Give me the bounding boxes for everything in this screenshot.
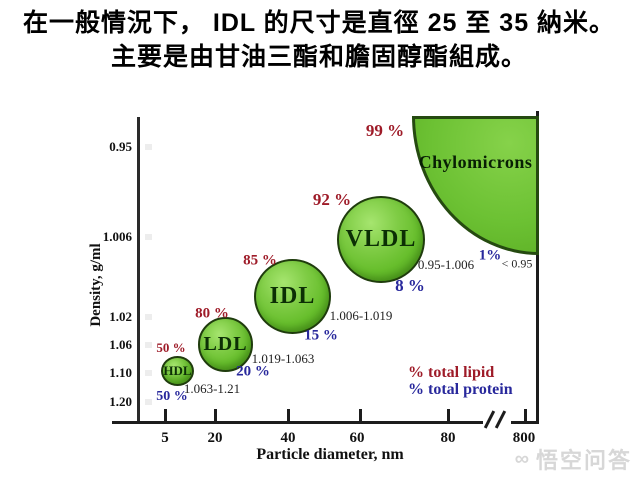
y-tick-label: 1.006: [102, 229, 132, 244]
y-tick-mark: [145, 399, 152, 405]
density-range-vldl: 0.95-1.006: [417, 257, 475, 272]
x-tick-label: 20: [207, 430, 223, 446]
y-tick-mark: [145, 370, 152, 376]
lipid-pct-idl: 85 %: [243, 252, 277, 269]
x-tick-mark: [287, 409, 290, 422]
x-tick-mark: [164, 409, 167, 422]
y-tick-label: 0.95: [109, 139, 132, 154]
x-tick-label: 40: [280, 430, 296, 446]
x-tick-label: 800: [512, 430, 536, 446]
wukong-logo-icon: ∞: [514, 447, 531, 470]
bubble-idl: IDL: [254, 259, 331, 334]
protein-pct-ldl: 20 %: [236, 363, 270, 380]
x-tick-label: 5: [161, 430, 169, 446]
x-tick-mark: [359, 409, 362, 422]
x-axis-line: [112, 421, 539, 424]
x-tick-mark: [214, 409, 217, 422]
protein-pct-vldl: 8 %: [395, 276, 425, 295]
bubble-label-ldl: LDL: [203, 333, 248, 355]
legend-total-lipid: % total lipid: [408, 364, 495, 381]
density-range-chylomicrons: < 0.95: [501, 256, 533, 271]
chylomicrons-region: [412, 116, 539, 255]
bubble-vldl: VLDL: [337, 196, 425, 283]
density-range-ldl: 1.019-1.063: [251, 351, 315, 366]
x-tick-label: 60: [349, 430, 365, 446]
right-border-line: [536, 111, 539, 424]
density-range-idl: 1.006-1.019: [329, 308, 393, 323]
bubble-label-chylomicrons: Chylomicrons: [418, 152, 533, 172]
y-tick-label: 1.06: [109, 337, 132, 352]
x-tick-label: 80: [440, 430, 456, 446]
watermark: ∞ 悟空问答: [515, 443, 632, 475]
bubble-hdl: HDL: [161, 356, 194, 386]
y-tick-mark: [145, 314, 152, 320]
y-tick-label: 1.20: [109, 394, 132, 409]
bubble-label-idl: IDL: [269, 283, 316, 309]
bubble-ldl: LDL: [198, 317, 253, 372]
legend-total-protein: % total protein: [408, 381, 513, 398]
x-tick-mark: [524, 409, 527, 422]
watermark-text: 悟空问答: [535, 448, 632, 473]
y-tick-label: 1.10: [109, 365, 132, 380]
y-tick-mark: [145, 342, 152, 348]
page-title: 在一般情況下， IDL 的尺寸是直徑 25 至 35 納米。 主要是由甘油三酯和…: [0, 6, 638, 74]
lipid-pct-vldl: 92 %: [312, 190, 352, 209]
protein-pct-chylomicrons: 1%: [478, 247, 502, 264]
x-axis-title: Particle diameter, nm: [256, 446, 404, 463]
protein-pct-hdl: 50 %: [156, 389, 188, 404]
protein-pct-idl: 15 %: [304, 327, 338, 344]
y-tick-mark: [145, 144, 152, 150]
lipid-pct-hdl: 50 %: [156, 340, 186, 355]
lipid-pct-chylomicrons: 99 %: [365, 121, 405, 140]
density-range-hdl: 1.063-1.21: [183, 381, 241, 396]
x-tick-mark: [447, 409, 450, 422]
bubble-label-vldl: VLDL: [345, 226, 417, 252]
lipid-pct-ldl: 80 %: [195, 305, 229, 322]
y-tick-label: 1.02: [109, 309, 132, 324]
bubble-label-hdl: HDL: [163, 363, 192, 378]
y-tick-mark: [145, 234, 152, 240]
title-line-1: 在一般情況下， IDL 的尺寸是直徑 25 至 35 納米。: [22, 9, 616, 37]
title-line-2: 主要是由甘油三酯和膽固醇酯組成。: [110, 43, 527, 71]
y-axis-line: [137, 117, 140, 424]
